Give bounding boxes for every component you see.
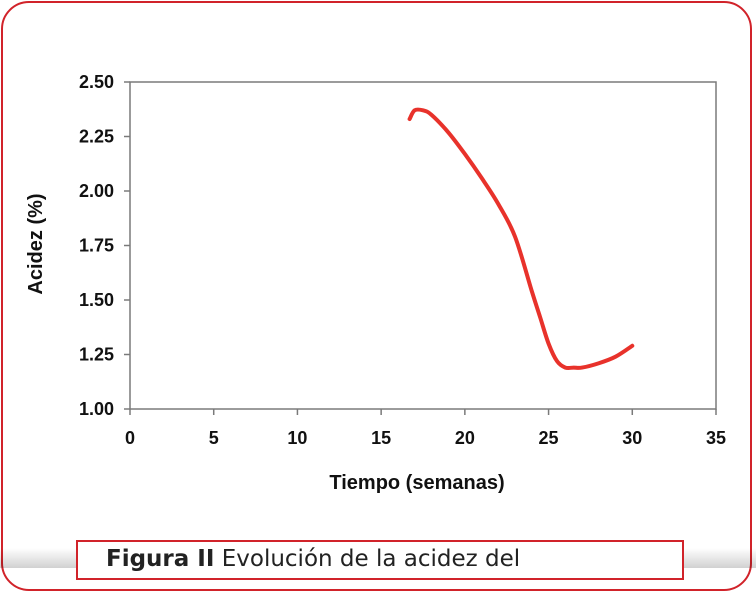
x-tick-label: 10: [287, 428, 307, 448]
y-tick-label: 2.50: [79, 72, 114, 92]
x-tick-label: 5: [209, 428, 219, 448]
y-tick-label: 2.25: [79, 127, 114, 147]
y-tick-label: 1.50: [79, 290, 114, 310]
y-axis-label: Acidez (%): [25, 193, 47, 294]
x-axis-label: Tiempo (semanas): [329, 472, 504, 494]
x-tick-label: 20: [455, 428, 475, 448]
y-tick-label: 1.75: [79, 236, 114, 256]
caption-text: Evolución de la acidez del: [214, 546, 521, 572]
y-tick-label: 1.25: [79, 345, 114, 365]
y-tick-label: 2.00: [79, 181, 114, 201]
series-line-0: [407, 107, 635, 371]
y-tick-label: 1.00: [79, 399, 114, 419]
caption-label: Figura II: [106, 546, 215, 572]
figure-caption: Figura II Evolución de la acidez del: [76, 540, 684, 580]
x-tick-label: 25: [539, 428, 559, 448]
x-tick-label: 30: [622, 428, 642, 448]
x-tick-label: 35: [706, 428, 726, 448]
acidity-chart: 1.00 1.25 1.50 1.75 2.00 2.25 2.50 0 5 10 15 20 25 30…: [25, 72, 726, 494]
x-tick-label: 0: [125, 428, 135, 448]
plot-frame: [129, 81, 717, 410]
x-tick-label: 15: [371, 428, 391, 448]
